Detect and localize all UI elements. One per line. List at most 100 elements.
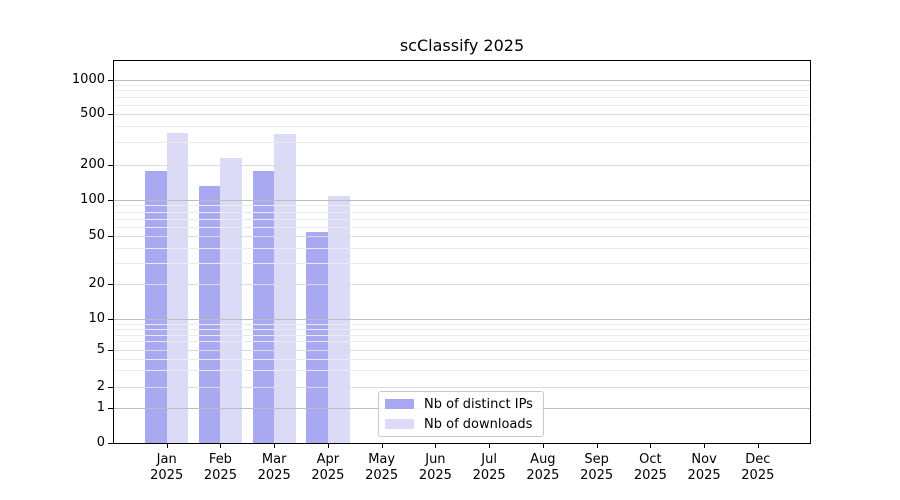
x-tick-label-jul: Jul 2025 [457,452,521,483]
gridline-minor-300 [114,142,810,143]
gridline-minor-400 [114,126,810,127]
y-tick-label-200: 200 [80,156,105,172]
x-tick-label-month: Aug [530,452,556,467]
legend-label-downloads: Nb of downloads [424,416,533,432]
gridline-minor-90 [114,205,810,206]
gridline-20 [114,284,810,285]
y-tick-100 [108,200,113,201]
y-tick-1000 [108,80,113,81]
legend-item-downloads: Nb of downloads [385,414,533,434]
chart-title: scClassify 2025 [399,36,525,55]
bar-jan-2025-downloads [166,133,189,443]
y-tick-label-10: 10 [88,311,105,326]
gridline-major-100 [114,200,810,201]
y-tick-label-50: 50 [88,228,105,243]
gridline-major-10 [114,319,810,320]
gridline-5 [114,350,810,351]
x-tick-label-year: 2025 [741,467,775,483]
bar-feb-2025-downloads [220,158,243,443]
gridline-minor-3 [114,370,810,371]
x-tick-label-nov: Nov 2025 [672,452,736,483]
gridline-50 [114,236,810,237]
x-tick-dec [758,444,759,448]
plot-area: Nb of distinct IPs Nb of downloads [113,60,811,444]
y-tick-20 [108,284,113,285]
x-tick-label-month: Jul [481,452,497,467]
x-tick-label-month: Nov [691,452,717,467]
y-tick-10 [108,319,113,320]
x-tick-label-year: 2025 [472,467,506,483]
x-tick-label-jun: Jun 2025 [403,452,467,483]
x-tick-label-month: May [368,452,396,467]
y-tick-label-5: 5 [96,341,105,357]
gridline-minor-40 [114,248,810,249]
x-tick-label-year: 2025 [580,467,614,483]
bar-mar-2025-downloads [274,134,296,443]
x-tick-label-sep: Sep 2025 [565,452,629,483]
legend-label-distinct-ips: Nb of distinct IPs [424,396,533,412]
x-tick-label-may: May 2025 [350,452,414,483]
x-tick-label-year: 2025 [257,467,291,483]
gridline-minor-700 [114,97,810,98]
x-tick-aug [543,444,544,448]
legend: Nb of distinct IPs Nb of downloads [378,391,544,437]
x-tick-jan [167,444,168,448]
x-tick-nov [704,444,705,448]
legend-swatch-distinct-ips [385,399,414,409]
y-tick-0 [108,443,113,444]
x-tick-label-month: Dec [745,452,771,467]
gridline-minor-8 [114,329,810,330]
gridline-minor-6 [114,341,810,342]
legend-swatch-downloads [385,419,414,429]
x-tick-label-month: Jan [156,452,177,467]
x-tick-jul [489,444,490,448]
y-tick-label-20: 20 [88,276,105,291]
gridline-minor-9 [114,324,810,325]
x-tick-label-feb: Feb 2025 [188,452,252,483]
x-tick-label-year: 2025 [365,467,399,483]
x-tick-label-month: Oct [639,452,662,467]
gridline-minor-70 [114,219,810,220]
y-tick-label-1: 1 [96,399,105,415]
x-tick-label-year: 2025 [311,467,345,483]
y-tick-label-0: 0 [96,435,105,450]
x-tick-label-year: 2025 [633,467,667,483]
y-tick-label-100: 100 [80,192,105,207]
x-tick-sep [597,444,598,448]
x-tick-label-month: Sep [584,452,609,467]
y-tick-label-2: 2 [96,379,105,394]
x-tick-label-year: 2025 [687,467,721,483]
gridline-2 [114,387,810,388]
x-tick-label-jan: Jan 2025 [135,452,199,483]
x-tick-label-month: Jun [425,452,446,467]
x-tick-jun [435,444,436,448]
gridline-major-1000 [114,80,810,81]
y-tick-label-500: 500 [80,105,105,121]
gridline-500 [114,114,810,115]
bar-jan-2025-ips [145,171,167,443]
y-tick-5 [108,350,113,351]
x-tick-label-dec: Dec 2025 [726,452,790,483]
grid-layer [114,61,810,443]
gridline-minor-60 [114,227,810,228]
gridline-minor-800 [114,90,810,91]
y-tick-1 [108,408,113,409]
x-tick-label-aug: Aug 2025 [511,452,575,483]
x-tick-may [382,444,383,448]
y-tick-50 [108,236,113,237]
gridline-minor-80 [114,212,810,213]
x-tick-label-month: Mar [261,452,287,467]
x-tick-label-month: Apr [316,452,340,467]
gridline-minor-30 [114,263,810,264]
x-tick-oct [650,444,651,448]
gridline-minor-7 [114,335,810,336]
x-tick-label-mar: Mar 2025 [242,452,306,483]
y-tick-500 [108,114,113,115]
x-tick-label-oct: Oct 2025 [618,452,682,483]
gridline-minor-900 [114,85,810,86]
x-tick-apr [328,444,329,448]
x-tick-label-year: 2025 [418,467,452,483]
bar-feb-2025-ips [198,186,221,443]
y-tick-label-1000: 1000 [71,71,105,87]
